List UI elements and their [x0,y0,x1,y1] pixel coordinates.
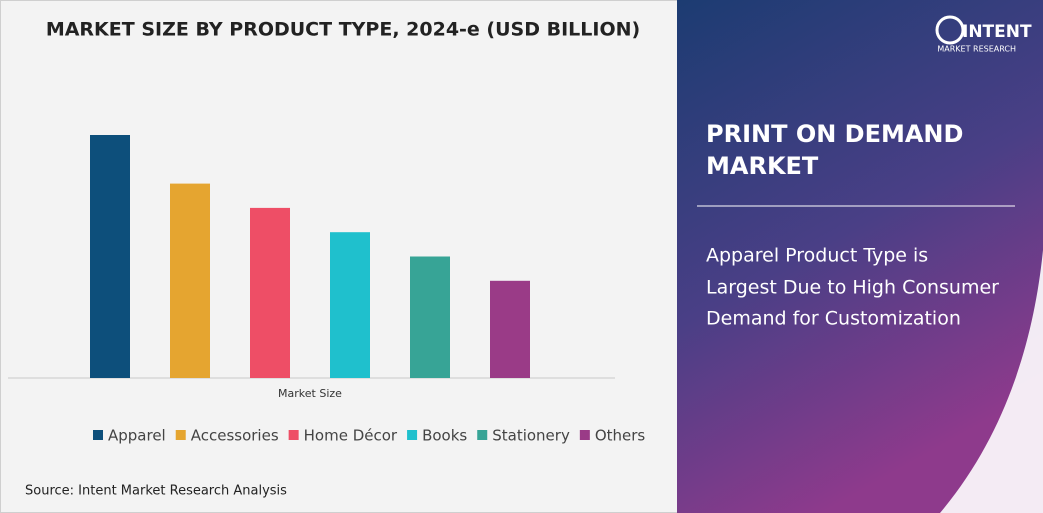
bar [410,256,450,378]
source: Source: Intent Market Research Analysis [25,484,287,499]
panel-heading: MARKET [706,152,819,180]
panel-text: Demand for Customization [706,308,961,330]
bar [90,135,130,378]
panel-curve [940,250,1043,513]
chart-title: MARKET SIZE BY PRODUCT TYPE, 2024-e (USD… [46,19,640,41]
legend-swatch [288,430,299,440]
legend-label: Accessories [191,427,279,445]
panel-text: Largest Due to High Consumer [706,277,999,299]
legend-label: Stationery [492,427,570,445]
legend-swatch [579,430,590,440]
legend-swatch [93,430,103,440]
legend-label: Books [422,427,467,445]
bar [250,207,290,378]
legend-swatch [477,430,488,440]
bar [170,183,210,378]
side-panel [677,0,1043,513]
x-axis-label: Market Size [278,387,342,400]
legend-swatch [175,430,186,440]
bar [490,280,530,378]
logo-subtitle: MARKET RESEARCH [937,45,1016,54]
bar [330,232,370,378]
legend-label: Others [595,427,646,445]
logo-icon [935,15,965,45]
legend-swatch [407,430,418,440]
panel-heading: PRINT ON DEMAND [706,120,963,148]
legend-label: Home Décor [304,427,398,445]
logo-name: INTENT [962,22,1032,42]
legend-label: Apparel [108,427,166,445]
panel-text: Apparel Product Type is [706,245,928,267]
